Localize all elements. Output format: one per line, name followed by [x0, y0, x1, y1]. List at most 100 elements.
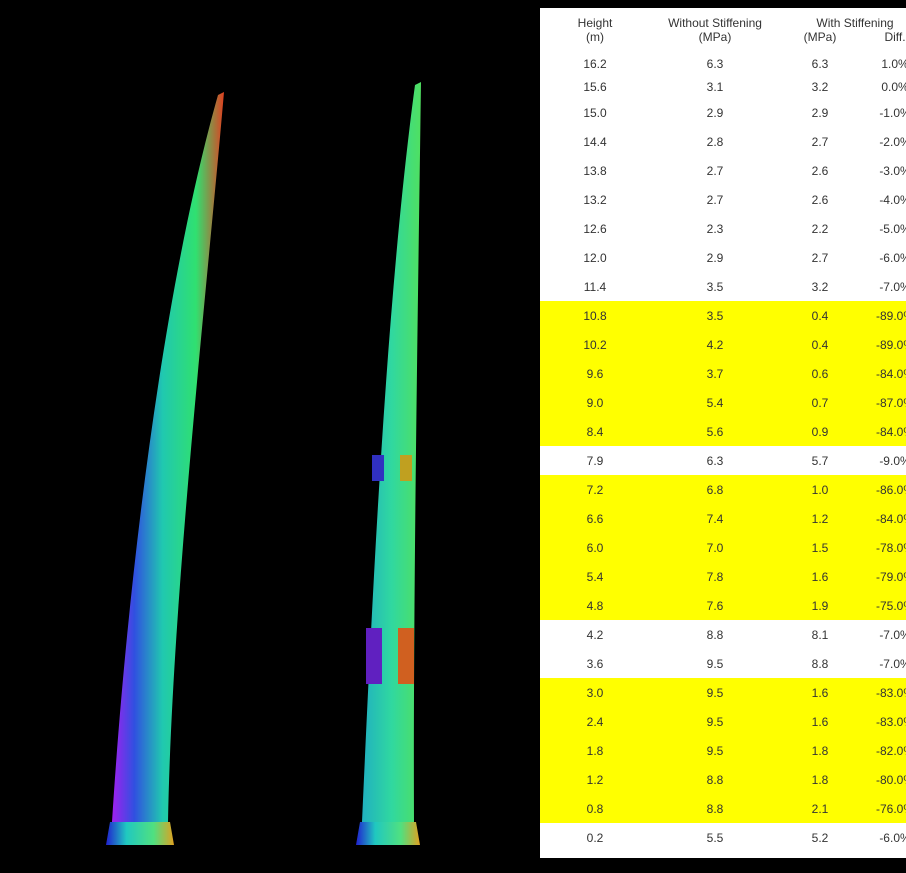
table-cell: 1.6: [780, 707, 860, 736]
table-cell: 1.0%: [860, 52, 906, 75]
header-cell: Without Stiffening: [650, 8, 780, 30]
table-cell: 2.8: [650, 127, 780, 156]
table-row: 2.49.51.6-83.0%: [540, 707, 906, 736]
table-cell: 2.9: [780, 98, 860, 127]
table-cell: -78.0%: [860, 533, 906, 562]
table-row: 9.05.40.7-87.0%: [540, 388, 906, 417]
table-cell: -7.0%: [860, 649, 906, 678]
table-cell: 4.2: [540, 620, 650, 649]
table-row: 3.69.58.8-7.0%: [540, 649, 906, 678]
header-cell: With Stiffening: [780, 8, 906, 30]
table-cell: -5.0%: [860, 214, 906, 243]
table-row: 12.02.92.7-6.0%: [540, 243, 906, 272]
table-cell: 5.6: [650, 417, 780, 446]
table-row: 14.42.82.7-2.0%: [540, 127, 906, 156]
table-cell: 8.8: [650, 794, 780, 823]
table-row: 0.88.82.1-76.0%: [540, 794, 906, 823]
table-cell: 3.5: [650, 301, 780, 330]
table-cell: -9.0%: [860, 446, 906, 475]
table-cell: 5.5: [650, 823, 780, 852]
table-cell: 7.0: [650, 533, 780, 562]
table-cell: 9.5: [650, 678, 780, 707]
table-cell: 7.6: [650, 591, 780, 620]
table-cell: 4.8: [540, 591, 650, 620]
table-row: 9.63.70.6-84.0%: [540, 359, 906, 388]
table-cell: -76.0%: [860, 794, 906, 823]
table-cell: 9.5: [650, 707, 780, 736]
table-cell: 15.6: [540, 75, 650, 98]
table-cell: 1.2: [780, 504, 860, 533]
table-cell: 2.7: [780, 127, 860, 156]
table-cell: 2.7: [650, 156, 780, 185]
table-cell: -84.0%: [860, 504, 906, 533]
table-cell: 2.2: [780, 214, 860, 243]
stress-renderings: [0, 0, 540, 873]
table-cell: 8.8: [650, 765, 780, 794]
table-cell: 1.8: [780, 765, 860, 794]
table-cell: 2.7: [650, 185, 780, 214]
table-row: 10.24.20.4-89.0%: [540, 330, 906, 359]
table-cell: 3.6: [540, 649, 650, 678]
table-cell: -1.0%: [860, 98, 906, 127]
tower-base: [356, 822, 420, 845]
stiffener-band: [366, 628, 382, 684]
table-cell: -89.0%: [860, 330, 906, 359]
tower-unstiffened: [112, 92, 224, 822]
header-cell: (MPa): [780, 30, 860, 52]
table-cell: 2.9: [650, 98, 780, 127]
table-row: 10.83.50.4-89.0%: [540, 301, 906, 330]
table-cell: 9.0: [540, 388, 650, 417]
table-cell: 1.8: [540, 736, 650, 765]
table-cell: -86.0%: [860, 475, 906, 504]
header-cell: Diff.: [860, 30, 906, 52]
header-row: (m)(MPa)(MPa)Diff.: [540, 30, 906, 52]
table-cell: 1.5: [780, 533, 860, 562]
table-cell: 2.1: [780, 794, 860, 823]
table-cell: -6.0%: [860, 243, 906, 272]
table-cell: -89.0%: [860, 301, 906, 330]
table-cell: 6.3: [650, 52, 780, 75]
table-cell: 1.6: [780, 678, 860, 707]
table-cell: 6.3: [780, 52, 860, 75]
table-cell: 14.4: [540, 127, 650, 156]
table-row: 7.96.35.7-9.0%: [540, 446, 906, 475]
table-cell: 0.6: [780, 359, 860, 388]
table-cell: 1.8: [780, 736, 860, 765]
table-cell: 13.8: [540, 156, 650, 185]
table-cell: 1.0: [780, 475, 860, 504]
table-cell: 5.4: [650, 388, 780, 417]
table-cell: 4.2: [650, 330, 780, 359]
table-cell: 3.0: [540, 678, 650, 707]
table-cell: -84.0%: [860, 417, 906, 446]
table-cell: -2.0%: [860, 127, 906, 156]
table-cell: 9.6: [540, 359, 650, 388]
table-row: 7.26.81.0-86.0%: [540, 475, 906, 504]
table-cell: 12.0: [540, 243, 650, 272]
table-cell: -75.0%: [860, 591, 906, 620]
table-cell: 0.7: [780, 388, 860, 417]
tower-stiffened: [362, 82, 421, 822]
table-cell: 3.2: [780, 75, 860, 98]
header-cell: (MPa): [650, 30, 780, 52]
table-row: 12.62.32.2-5.0%: [540, 214, 906, 243]
table-row: 0.25.55.2-6.0%: [540, 823, 906, 852]
table-cell: 3.5: [650, 272, 780, 301]
table-cell: -7.0%: [860, 620, 906, 649]
table-cell: 1.6: [780, 562, 860, 591]
table-cell: 11.4: [540, 272, 650, 301]
table-cell: 5.4: [540, 562, 650, 591]
table-cell: 8.4: [540, 417, 650, 446]
table-cell: 7.9: [540, 446, 650, 475]
table-cell: 3.1: [650, 75, 780, 98]
table-cell: -82.0%: [860, 736, 906, 765]
table-cell: 6.6: [540, 504, 650, 533]
table-cell: -83.0%: [860, 707, 906, 736]
table-row: 1.28.81.8-80.0%: [540, 765, 906, 794]
table-cell: -83.0%: [860, 678, 906, 707]
stiffener-band: [400, 455, 412, 481]
table-row: 4.87.61.9-75.0%: [540, 591, 906, 620]
table-cell: 15.0: [540, 98, 650, 127]
table-cell: 8.8: [780, 649, 860, 678]
